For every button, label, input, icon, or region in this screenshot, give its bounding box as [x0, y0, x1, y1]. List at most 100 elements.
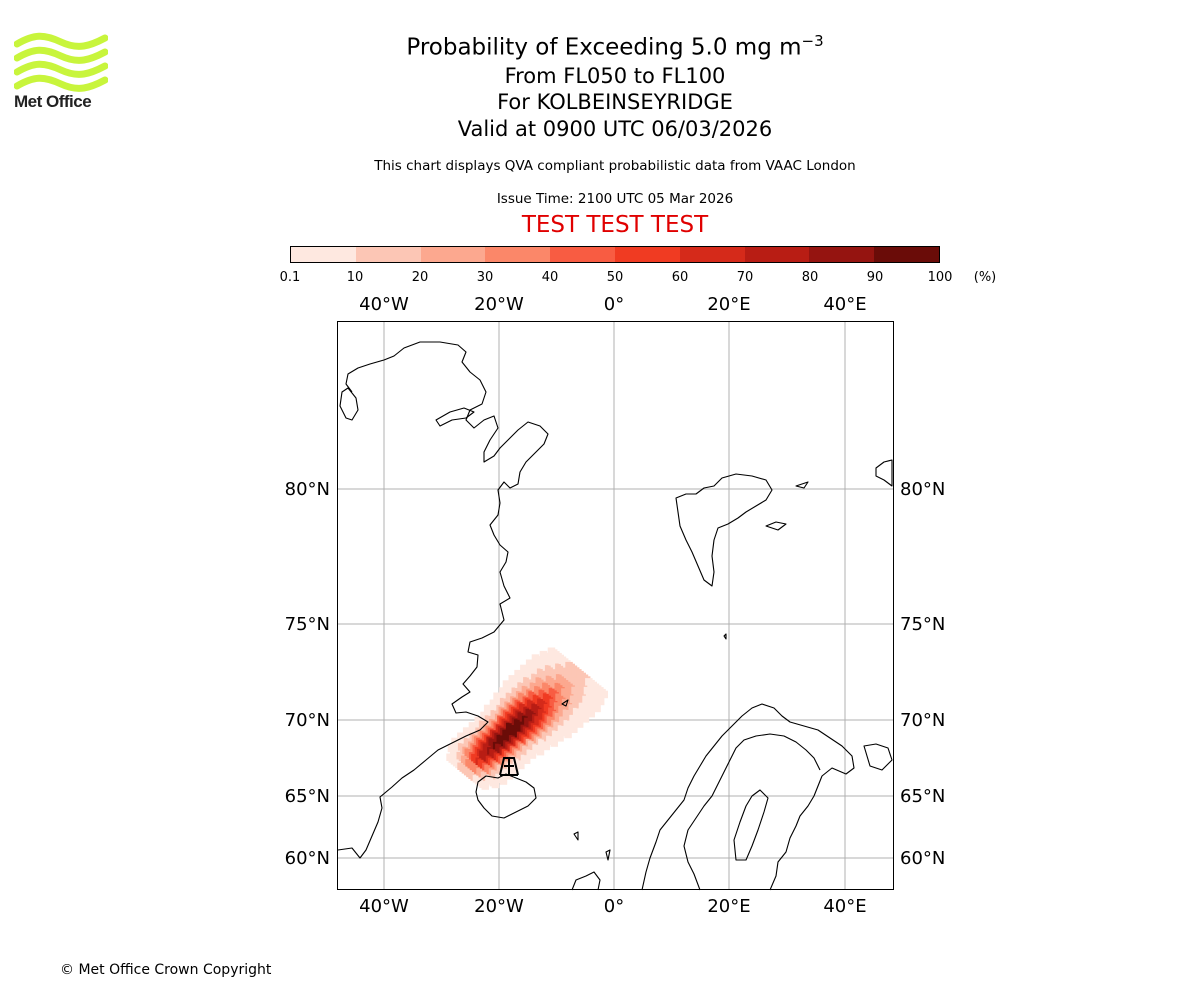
- plume-cell: [460, 744, 468, 753]
- met-office-logo: [14, 32, 108, 92]
- plume-cell: [492, 741, 501, 750]
- lon-label-top-1: 20°W: [474, 294, 524, 315]
- plume-cell: [561, 718, 569, 726]
- plume-cell: [558, 705, 566, 714]
- lon-label-bottom-3: 20°E: [707, 896, 750, 917]
- plume-cell: [476, 718, 485, 727]
- plume-cell: [487, 777, 495, 785]
- plume-cell: [524, 747, 532, 756]
- plume-cell: [588, 690, 596, 698]
- plume-cell: [491, 720, 499, 729]
- plume-cell: [532, 694, 541, 703]
- iceland-coastline: [475, 773, 537, 819]
- plume-cell: [576, 700, 584, 709]
- plume-cell: [510, 706, 519, 715]
- plume-cell: [468, 771, 476, 779]
- plume-cell: [582, 676, 591, 684]
- plume-cell: [559, 667, 567, 675]
- plume-cell: [580, 674, 589, 682]
- plume-cell: [503, 720, 512, 729]
- chart-title: Probability of Exceeding 5.0 mg m−3: [406, 32, 824, 61]
- plume-cell: [552, 711, 560, 719]
- plume-cell: [486, 717, 495, 725]
- plume-cell: [468, 752, 477, 760]
- plume-cell: [540, 661, 548, 669]
- plume-cell: [497, 745, 505, 753]
- plume-cell: [587, 709, 595, 718]
- plume-cell: [556, 714, 565, 723]
- graticule: [338, 322, 893, 889]
- lat-label-right-1: 75°N: [900, 614, 945, 635]
- plume-cell: [579, 683, 587, 691]
- plume-cell: [543, 703, 552, 712]
- plume-cell: [543, 673, 551, 682]
- plume-cell: [475, 757, 483, 765]
- colorbar-tick-9: 90: [866, 270, 884, 285]
- plume-cell: [529, 731, 537, 740]
- plume-cell: [501, 689, 509, 697]
- plume-cell: [474, 746, 483, 755]
- plume-cell: [531, 703, 539, 712]
- plume-cell: [446, 753, 454, 761]
- plume-cell: [508, 735, 517, 743]
- plume-cell: [499, 747, 507, 755]
- plume-cell: [476, 738, 484, 746]
- lat-label-left-1: 75°N: [285, 614, 330, 635]
- plume-cell: [553, 721, 561, 730]
- lat-label-left-3: 65°N: [285, 786, 330, 807]
- plume-cell: [516, 751, 524, 759]
- kola-coastline: [863, 743, 893, 771]
- plume-cell: [466, 750, 475, 758]
- plume-cell: [515, 710, 523, 718]
- plume-cell: [550, 709, 558, 717]
- probability-colorbar: [290, 246, 940, 263]
- plume-cell: [544, 714, 552, 722]
- plume-cell: [495, 694, 503, 702]
- plume-cell: [556, 654, 564, 663]
- lon-label-bottom-0: 40°W: [359, 896, 409, 917]
- plume-cell: [546, 716, 555, 724]
- plume-cell: [534, 696, 543, 705]
- volcano-marker-icon: [499, 757, 519, 776]
- plume-cell: [540, 710, 548, 719]
- plume-cell: [560, 658, 569, 666]
- plume-cell: [484, 734, 492, 743]
- plume-cell: [494, 763, 502, 771]
- plume-cell: [543, 733, 552, 742]
- plume-cell: [497, 696, 506, 704]
- plume-cell: [548, 658, 556, 666]
- plume-cell: [499, 777, 508, 785]
- plume-cell: [502, 680, 511, 688]
- plume-cell: [484, 745, 493, 753]
- plume-cell: [518, 692, 526, 701]
- plume-cell: [525, 708, 533, 717]
- plume-cell: [553, 672, 562, 680]
- plume-cell: [581, 715, 590, 723]
- colorbar-tick-5: 50: [606, 270, 624, 285]
- plume-cell: [496, 764, 505, 773]
- plume-cell: [512, 758, 521, 766]
- plume-cell: [557, 695, 565, 703]
- plume-cell: [486, 736, 494, 744]
- plume-cell: [538, 719, 547, 728]
- plume-cell: [571, 667, 580, 675]
- plume-cell: [503, 740, 511, 748]
- plume-cell: [462, 727, 471, 735]
- scotland-coastline: [571, 871, 601, 891]
- plume-cell: [535, 726, 543, 735]
- plume-cell: [477, 778, 485, 787]
- plume-cell: [483, 704, 492, 713]
- plume-cell: [580, 693, 588, 702]
- plume-cell: [555, 663, 563, 671]
- plume-cell: [550, 739, 558, 747]
- plume-cell: [508, 705, 517, 713]
- plume-cell: [484, 764, 492, 773]
- shetland-coastline: [605, 849, 611, 861]
- plume-cell: [540, 691, 549, 699]
- plume-cell: [550, 659, 559, 668]
- plume-cell: [564, 681, 573, 689]
- lon-label-top-4: 40°E: [823, 294, 866, 315]
- plume-cell: [501, 768, 509, 776]
- plume-cell: [495, 724, 504, 732]
- plume-cell: [464, 748, 472, 756]
